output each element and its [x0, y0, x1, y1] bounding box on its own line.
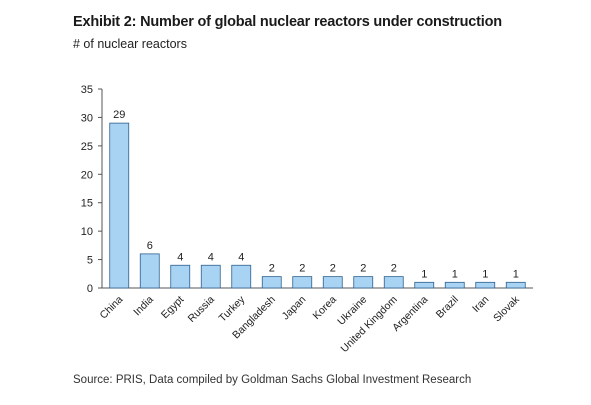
y-tick-label: 10 [81, 226, 93, 238]
bar [170, 264, 191, 289]
bar [109, 122, 130, 289]
data-label: 4 [238, 251, 244, 263]
y-tick-label: 35 [81, 84, 93, 96]
y-tick-label: 25 [81, 141, 93, 153]
bar [292, 276, 313, 289]
bar [444, 281, 465, 289]
bar [200, 264, 221, 289]
y-tick-label: 30 [81, 112, 93, 124]
data-label: 29 [113, 109, 125, 121]
bar [139, 253, 160, 289]
data-label: 2 [299, 263, 305, 275]
chart-title: Exhibit 2: Number of global nuclear reac… [73, 14, 502, 30]
bar [505, 281, 526, 289]
category-label: Iran [470, 294, 491, 315]
y-tick-label: 20 [81, 169, 93, 181]
category-label: Japan [280, 294, 309, 323]
data-label: 2 [269, 263, 275, 275]
y-tick-label: 0 [87, 283, 93, 295]
data-labels: 29 6 4 4 4 2 2 2 2 2 1 1 1 1 [113, 109, 519, 280]
data-label: 1 [482, 268, 488, 280]
bar [383, 276, 404, 289]
category-label: Egypt [159, 294, 187, 322]
data-label: 1 [421, 268, 427, 280]
category-label: Korea [311, 294, 339, 322]
y-tick-label: 15 [81, 198, 93, 210]
bar [261, 276, 282, 289]
category-label: India [131, 294, 156, 319]
data-label: 1 [513, 268, 519, 280]
data-label: 6 [147, 240, 153, 252]
bars [109, 122, 526, 289]
category-label: China [97, 294, 125, 322]
y-tick-label: 5 [87, 255, 93, 267]
data-label: 2 [360, 263, 366, 275]
category-label: Slovak [491, 293, 522, 324]
category-label: Russia [186, 294, 217, 325]
bar [475, 281, 496, 289]
data-label: 2 [391, 263, 397, 275]
data-label: 2 [330, 263, 336, 275]
chart-subtitle: # of nuclear reactors [73, 37, 187, 51]
category-label: Brazil [434, 294, 461, 321]
bar [231, 264, 252, 289]
data-label: 4 [177, 251, 183, 263]
chart-source: Source: PRIS, Data compiled by Goldman S… [73, 374, 472, 386]
bar [414, 281, 435, 289]
data-label: 4 [208, 251, 214, 263]
data-label: 1 [452, 268, 458, 280]
bar-chart: 0 5 10 15 20 25 30 35 29 6 4 4 4 2 2 2 2 2 1 1 1 1 China Indi… [81, 84, 533, 355]
bar [353, 276, 374, 289]
bar [322, 276, 343, 289]
